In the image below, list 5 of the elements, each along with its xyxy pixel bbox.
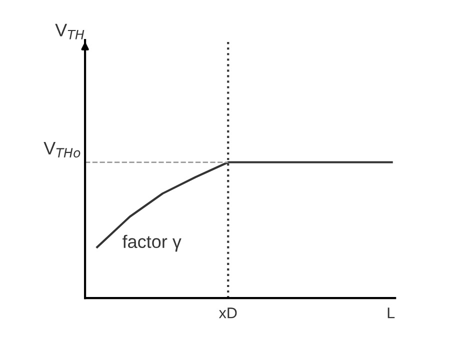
ref-line-label: V$_{THo}$ xyxy=(44,142,80,158)
annotation: factor γ xyxy=(122,234,182,252)
text: V$_{TH}$ xyxy=(55,24,84,40)
text: xD xyxy=(218,308,237,318)
x-axis-title: L xyxy=(388,308,395,318)
